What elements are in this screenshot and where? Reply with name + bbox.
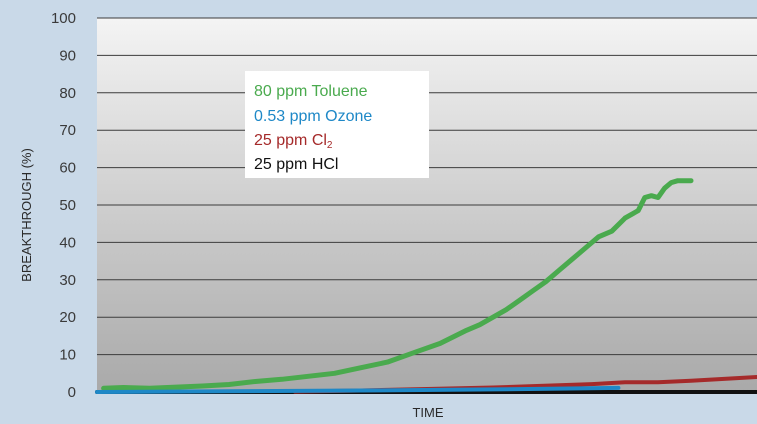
series-line-0-53-ppm-ozone	[95, 385, 621, 394]
y-tick-70: 70	[59, 122, 76, 139]
legend-entry-cl2: 25 ppm Cl2	[254, 132, 333, 151]
legend-entry-ozone: 0.53 ppm Ozone	[254, 108, 372, 125]
y-tick-60: 60	[59, 160, 76, 177]
y-tick-100: 100	[51, 10, 76, 27]
y-tick-90: 90	[59, 47, 76, 64]
gridlines	[97, 17, 757, 393]
legend-entry-hcl: 25 ppm HCl	[254, 156, 338, 173]
y-tick-labels: 0 10 20 30 40 50 60 70 80 90 100	[51, 10, 76, 401]
y-tick-40: 40	[59, 234, 76, 251]
series-lines	[95, 178, 757, 394]
y-tick-80: 80	[59, 85, 76, 102]
y-axis-label: BREAKTHROUGH (%)	[19, 148, 34, 282]
y-tick-50: 50	[59, 197, 76, 214]
legend: 80 ppm Toluene 0.53 ppm Ozone 25 ppm Cl2…	[245, 71, 429, 178]
x-axis-label: TIME	[412, 405, 443, 420]
y-tick-10: 10	[59, 347, 76, 364]
series-line-80-ppm-toluene	[101, 178, 694, 391]
y-tick-0: 0	[68, 384, 76, 401]
legend-box	[245, 71, 429, 178]
legend-entry-toluene: 80 ppm Toluene	[254, 83, 368, 100]
y-tick-20: 20	[59, 309, 76, 326]
y-tick-30: 30	[59, 272, 76, 289]
